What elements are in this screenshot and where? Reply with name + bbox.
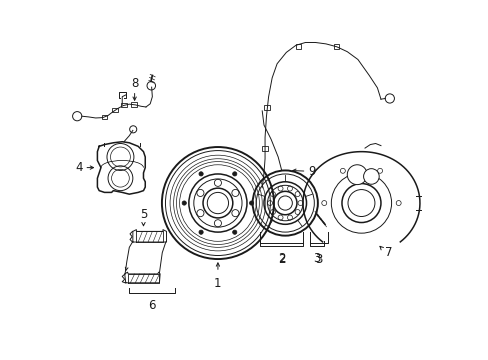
Circle shape [199, 230, 203, 234]
Bar [264, 105, 269, 110]
Text: 9: 9 [307, 165, 315, 177]
Circle shape [249, 201, 253, 205]
Text: 3: 3 [313, 252, 320, 265]
Bar [131, 102, 137, 107]
Circle shape [363, 168, 378, 184]
Circle shape [232, 172, 236, 176]
Bar [102, 115, 107, 119]
Text: 5: 5 [140, 208, 147, 221]
Text: 3: 3 [315, 253, 322, 266]
Text: 7: 7 [384, 246, 391, 259]
Bar [262, 145, 267, 150]
Text: 6: 6 [148, 299, 156, 312]
Bar [295, 44, 301, 49]
Text: 1: 1 [214, 278, 221, 291]
Text: 2: 2 [277, 253, 285, 266]
Circle shape [199, 172, 203, 176]
Bar [333, 44, 339, 49]
Text: 8: 8 [131, 77, 138, 90]
Text: 4: 4 [75, 161, 82, 174]
Bar [121, 103, 126, 107]
Circle shape [346, 165, 366, 185]
Circle shape [232, 230, 236, 234]
Text: 2: 2 [277, 252, 285, 265]
Circle shape [182, 201, 186, 205]
Bar [112, 108, 118, 112]
